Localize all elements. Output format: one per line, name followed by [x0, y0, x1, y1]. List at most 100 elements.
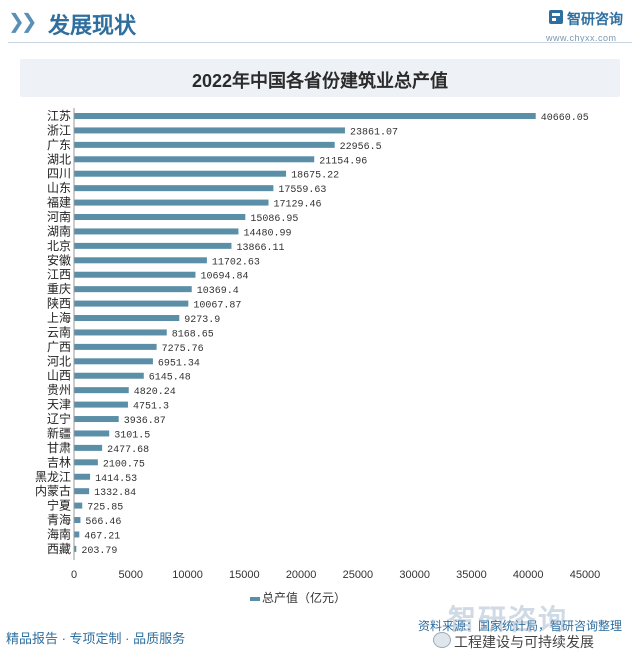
bar [74, 401, 128, 408]
y-tick-label: 吉林 [47, 455, 71, 469]
bar [74, 387, 129, 394]
data-label: 203.79 [81, 546, 117, 557]
data-label: 14480.99 [243, 228, 291, 239]
bar [74, 517, 81, 524]
data-source: 资料来源：国家统计局，智研咨询整理 [418, 619, 623, 633]
bar [74, 170, 287, 177]
bar [74, 271, 196, 278]
data-label: 23861.07 [350, 127, 398, 138]
data-label: 1414.53 [95, 474, 137, 485]
bar [74, 315, 180, 322]
y-tick-label: 云南 [47, 324, 71, 339]
data-label: 7275.76 [162, 344, 204, 355]
bar [74, 545, 77, 552]
data-label: 566.46 [85, 517, 121, 528]
y-tick-label: 山东 [47, 181, 71, 195]
data-label: 22956.5 [340, 142, 382, 153]
data-label: 725.85 [87, 503, 123, 514]
x-tick-label: 35000 [456, 569, 487, 581]
y-tick-label: 西藏 [47, 542, 71, 556]
footer-slogan: 精品报告 · 专项定制 · 品质服务 [6, 631, 186, 646]
bar [74, 113, 536, 119]
bar-chart: 江苏 40660.05 浙江 23861.07 广东 22956.5 湖北 21154.96 四… [35, 108, 601, 581]
chart-title: 2022年中国各省份建筑业总产值 [191, 71, 449, 91]
y-tick-label: 宁夏 [47, 498, 71, 513]
bar [74, 228, 239, 235]
x-tick-label: 40000 [513, 569, 544, 581]
bar [74, 343, 157, 350]
y-tick-label: 陕西 [47, 296, 71, 311]
watermark: 智研咨询 [448, 604, 569, 635]
bar [74, 329, 167, 336]
page-header: ❯❯ 发展现状 智研咨询 www.chyxx.com [0, 0, 640, 44]
x-tick-label: 10000 [172, 569, 203, 581]
y-tick-label: 湖南 [47, 223, 71, 238]
data-label: 2477.68 [107, 445, 149, 456]
y-tick-label: 贵州 [47, 383, 71, 397]
data-label: 17129.46 [274, 200, 322, 211]
legend-label: 总产值（亿元） [262, 591, 347, 605]
brand-url: www.chyxx.com [546, 33, 617, 43]
legend-swatch [250, 596, 260, 601]
y-tick-label: 湖北 [47, 151, 71, 166]
y-tick-label: 重庆 [47, 282, 71, 296]
data-label: 4820.24 [134, 387, 176, 398]
data-label: 10067.87 [193, 301, 241, 312]
y-tick-label: 新疆 [47, 425, 71, 440]
bar [74, 300, 189, 307]
chart-panel: 2022年中国各省份建筑业总产值 [20, 59, 620, 614]
bar [74, 242, 232, 249]
brand-name: 智研咨询 [567, 11, 623, 27]
y-tick-label: 广西 [47, 340, 71, 354]
y-tick-label: 青海 [47, 512, 71, 527]
bar [74, 199, 269, 206]
bar [74, 444, 103, 451]
data-label: 18675.22 [291, 171, 339, 182]
data-label: 21154.96 [319, 156, 367, 167]
y-tick-label: 河北 [47, 354, 71, 368]
data-label: 9273.9 [184, 315, 220, 326]
x-tick-label: 15000 [229, 569, 260, 581]
data-label: 2100.75 [103, 459, 145, 470]
bar [74, 459, 98, 466]
bar [74, 488, 90, 495]
y-tick-label: 广东 [47, 138, 71, 152]
chevron-icon: ❯❯ [8, 11, 37, 33]
bar [74, 430, 110, 437]
page-footer: 精品报告 · 专项定制 · 品质服务 资料来源：国家统计局，智研咨询整理 智研咨… [0, 604, 640, 659]
brand-logo-icon [549, 10, 563, 24]
data-label: 4751.3 [133, 402, 169, 413]
y-tick-label: 福建 [47, 195, 71, 210]
y-tick-label: 天津 [47, 398, 71, 412]
header-divider [8, 42, 632, 43]
x-tick-label: 25000 [343, 569, 374, 581]
x-tick-label: 5000 [119, 569, 143, 581]
y-tick-label: 北京 [47, 239, 71, 253]
data-label: 10369.4 [197, 286, 239, 297]
bar [74, 185, 274, 192]
bar [74, 257, 207, 264]
wechat-icon [433, 632, 451, 648]
y-tick-label: 内蒙古 [35, 483, 71, 498]
bar [74, 531, 80, 538]
account-name: 工程建设与可持续发展 [454, 634, 594, 650]
y-tick-label: 山西 [47, 369, 71, 383]
x-tick-label: 45000 [570, 569, 601, 581]
data-label: 10694.84 [200, 272, 248, 283]
data-label: 40660.05 [541, 113, 589, 124]
chart-legend: 总产值（亿元） [250, 589, 346, 606]
data-label: 6951.34 [158, 358, 200, 369]
data-label: 17559.63 [278, 185, 326, 196]
section-title: 发展现状 [48, 13, 137, 38]
y-tick-label: 浙江 [47, 123, 71, 137]
y-tick-label: 海南 [47, 526, 71, 541]
y-tick-label: 四川 [47, 167, 71, 181]
bar [74, 502, 83, 509]
data-label: 3101.5 [114, 430, 150, 441]
y-tick-label: 安徽 [47, 252, 71, 267]
data-label: 15086.95 [250, 214, 298, 225]
data-label: 13866.11 [236, 243, 284, 254]
y-tick-label: 江西 [47, 268, 71, 282]
data-label: 6145.48 [149, 373, 191, 384]
x-tick-label: 0 [71, 569, 77, 581]
